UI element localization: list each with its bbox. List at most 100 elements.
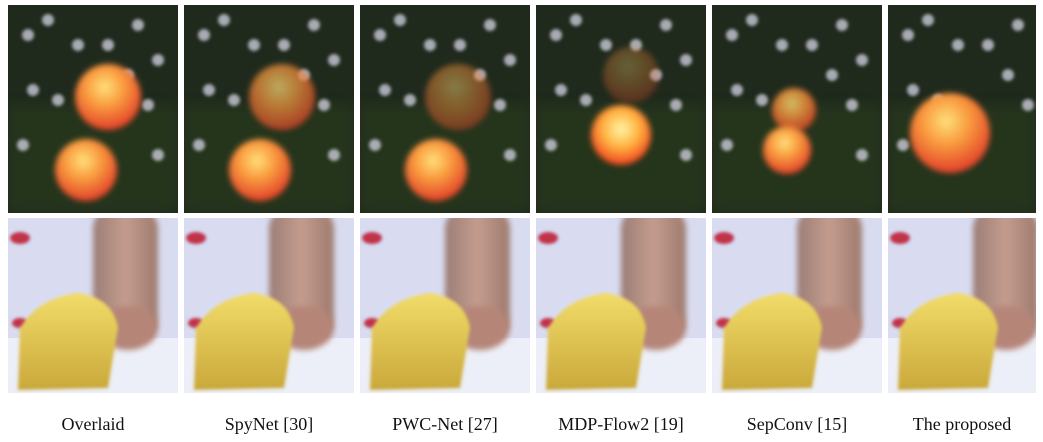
caption: Overlaid — [62, 414, 125, 434]
figure: Overlaid SpyNet [30] PWC-Net [27] MDP-Flow2… — [0, 0, 1043, 437]
bokeh — [746, 14, 758, 26]
bokeh — [555, 84, 567, 96]
bokeh — [404, 94, 416, 106]
bokeh — [318, 99, 330, 111]
red-spot — [538, 232, 558, 244]
bokeh — [42, 14, 54, 26]
ball — [425, 64, 491, 130]
bokeh — [248, 39, 260, 51]
bottom-image — [8, 208, 178, 393]
bokeh — [826, 69, 838, 81]
top-image — [184, 5, 354, 213]
bokeh — [394, 14, 406, 26]
caption: The proposed — [913, 414, 1011, 434]
bokeh — [203, 84, 215, 96]
bokeh — [680, 54, 692, 66]
bottom-image — [360, 208, 530, 393]
caption: SpyNet [30] — [225, 414, 314, 434]
bokeh — [218, 14, 230, 26]
bokeh — [308, 19, 320, 31]
top-image — [536, 5, 706, 213]
bokeh — [806, 39, 818, 51]
bokeh — [369, 139, 381, 151]
red-spot — [890, 232, 910, 244]
top-image — [360, 5, 530, 213]
bokeh — [52, 94, 64, 106]
ball — [405, 139, 467, 201]
red-spot — [362, 232, 382, 244]
bokeh — [132, 19, 144, 31]
bokeh — [27, 84, 39, 96]
caption: SepConv [15] — [747, 414, 848, 434]
bokeh — [952, 39, 964, 51]
bokeh — [198, 29, 210, 41]
ball — [229, 139, 291, 201]
ball — [763, 126, 811, 174]
bottom-image — [184, 208, 354, 393]
red-spot — [10, 232, 30, 244]
bokeh — [484, 19, 496, 31]
image-column — [184, 5, 354, 393]
bokeh — [102, 39, 114, 51]
bokeh — [424, 39, 436, 51]
bokeh — [897, 139, 909, 151]
bokeh — [374, 29, 386, 41]
bokeh — [600, 39, 612, 51]
ball — [910, 93, 990, 173]
ball — [75, 64, 141, 130]
caption: MDP-Flow2 [19] — [558, 414, 684, 434]
top-image — [888, 5, 1036, 213]
bokeh — [856, 54, 868, 66]
bokeh — [72, 39, 84, 51]
ball — [55, 139, 117, 201]
bokeh — [504, 54, 516, 66]
bokeh — [907, 84, 919, 96]
bokeh — [836, 19, 848, 31]
bokeh — [1022, 99, 1034, 111]
bokeh — [142, 99, 154, 111]
image-column — [712, 5, 882, 393]
bottom-image — [536, 208, 706, 393]
bottom-image — [712, 208, 882, 393]
top-image — [8, 5, 178, 213]
bokeh — [152, 149, 164, 161]
bokeh — [379, 84, 391, 96]
bokeh — [670, 99, 682, 111]
bokeh — [193, 139, 205, 151]
bokeh — [550, 29, 562, 41]
bokeh — [454, 39, 466, 51]
bokeh — [846, 99, 858, 111]
bokeh — [152, 54, 164, 66]
bokeh — [726, 29, 738, 41]
bokeh — [328, 149, 340, 161]
red-spot — [714, 232, 734, 244]
red-spot — [186, 232, 206, 244]
top-image — [712, 5, 882, 213]
bokeh — [328, 54, 340, 66]
bokeh — [776, 39, 788, 51]
bokeh — [22, 29, 34, 41]
bokeh — [1012, 19, 1024, 31]
caption: PWC-Net [27] — [392, 414, 497, 434]
bokeh — [570, 14, 582, 26]
image-column — [8, 5, 178, 393]
bokeh — [902, 29, 914, 41]
bokeh — [680, 149, 692, 161]
bokeh — [721, 139, 733, 151]
image-column — [536, 5, 706, 393]
ball — [591, 105, 651, 165]
ball — [603, 47, 659, 103]
bokeh — [856, 149, 868, 161]
bottom-image — [888, 208, 1038, 393]
bokeh — [17, 139, 29, 151]
bokeh — [504, 149, 516, 161]
bokeh — [1002, 69, 1014, 81]
bokeh — [982, 39, 994, 51]
bokeh — [922, 14, 934, 26]
ball — [249, 64, 315, 130]
bokeh — [580, 94, 592, 106]
image-column — [360, 5, 530, 393]
ball — [772, 88, 816, 132]
bokeh — [660, 19, 672, 31]
bokeh — [545, 139, 557, 151]
